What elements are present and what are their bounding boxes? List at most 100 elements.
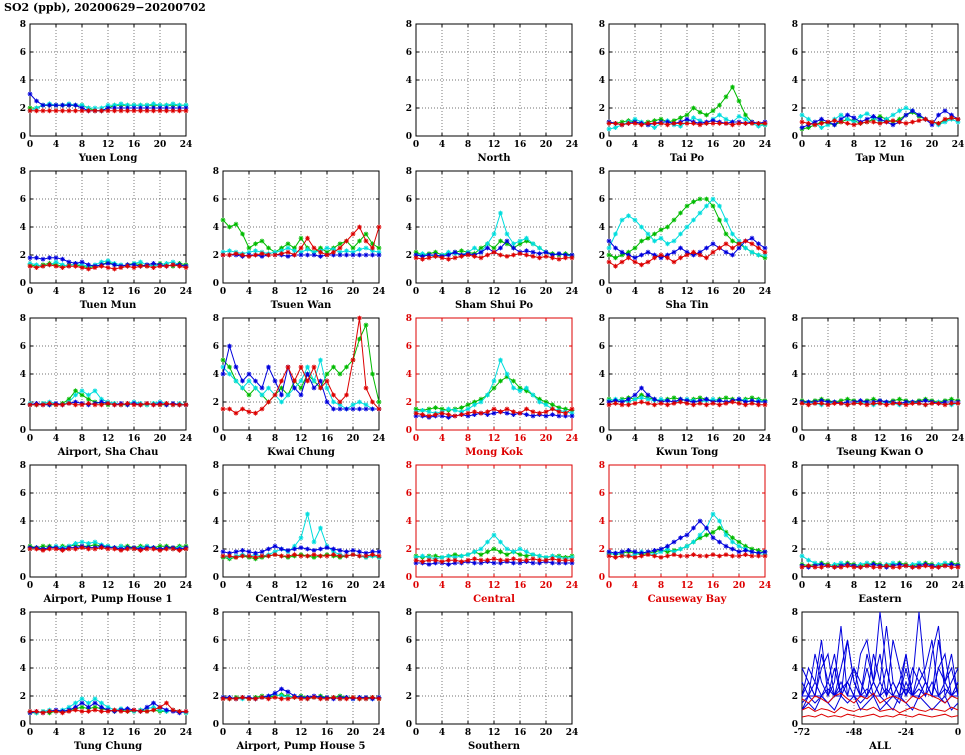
x-tick-label: 0 (799, 140, 805, 150)
y-tick-label: 4 (406, 517, 412, 527)
tick-labels: -72 -48 -24 0 0 2 4 6 8 (792, 608, 961, 738)
y-tick-label: 0 (792, 573, 798, 583)
y-tick-label: 6 (406, 48, 412, 58)
x-tick-label: 4 (439, 434, 445, 444)
y-tick-label: 2 (406, 545, 412, 555)
plot-central: 0 4 8 12 16 20 24 0 2 4 6 8 Central (386, 459, 579, 606)
y-tick-label: 0 (406, 132, 412, 142)
y-tick-label: 0 (20, 279, 26, 289)
x-tick-label: 0 (413, 434, 419, 444)
y-tick-label: 2 (792, 104, 798, 114)
x-tick-label: 24 (180, 140, 193, 150)
y-tick-label: 2 (406, 398, 412, 408)
x-tick-label: 0 (413, 728, 419, 738)
y-tick-label: 6 (599, 195, 605, 205)
y-tick-label: 0 (20, 720, 26, 730)
y-tick-label: 4 (599, 76, 605, 86)
y-tick-label: 2 (792, 545, 798, 555)
y-tick-label: 4 (792, 76, 798, 86)
x-tick-label: 12 (874, 140, 887, 150)
series-line-blue (801, 625, 959, 711)
plot-label-tai-po: Tai Po (670, 153, 704, 164)
x-tick-label: 24 (373, 434, 386, 444)
x-tick-label: 24 (566, 728, 579, 738)
x-tick-label: 20 (154, 140, 167, 150)
x-tick-label: 16 (707, 287, 720, 297)
y-tick-label: 2 (406, 251, 412, 261)
y-tick-label: 8 (20, 20, 26, 30)
plot-tung-chung: 0 4 8 12 16 20 24 0 2 4 6 8 Tung Chung (0, 606, 193, 753)
grid (416, 171, 572, 283)
x-tick-label: 24 (373, 728, 386, 738)
y-tick-label: 6 (20, 489, 26, 499)
x-tick-label: 16 (514, 728, 527, 738)
y-tick-label: 4 (406, 223, 412, 233)
x-tick-label: 24 (759, 140, 772, 150)
x-tick-label: 20 (926, 434, 939, 444)
series-markers-blue (220, 343, 382, 412)
y-tick-label: 6 (213, 195, 219, 205)
y-tick-label: 8 (599, 20, 605, 30)
x-tick-label: 0 (27, 728, 33, 738)
x-tick-label: 16 (707, 581, 720, 591)
y-tick-label: 2 (599, 251, 605, 261)
grid (609, 465, 765, 577)
x-tick-label: -24 (898, 728, 914, 738)
x-tick-label: 4 (53, 140, 59, 150)
x-tick-label: 20 (926, 581, 939, 591)
plot-label-tap-mun: Tap Mun (855, 153, 905, 164)
y-tick-label: 4 (792, 664, 798, 674)
x-tick-label: 8 (272, 581, 278, 591)
x-tick-label: 16 (900, 140, 913, 150)
series-line-red (801, 692, 959, 704)
x-tick-label: 0 (413, 581, 419, 591)
figure-title: SO2 (ppb), 20200629−20200702 (4, 1, 206, 14)
grid (802, 318, 958, 430)
x-tick-label: 4 (53, 728, 59, 738)
x-tick-label: 20 (154, 287, 167, 297)
x-tick-label: 8 (79, 728, 85, 738)
y-tick-label: 0 (406, 426, 412, 436)
x-tick-label: 0 (799, 434, 805, 444)
plot-label-sha-tin: Sha Tin (666, 300, 710, 311)
x-tick-label: 8 (658, 434, 664, 444)
x-tick-label: 0 (27, 434, 33, 444)
y-tick-label: 8 (213, 461, 219, 471)
x-tick-label: -48 (846, 728, 862, 738)
plot-label-causeway-bay: Causeway Bay (648, 594, 728, 605)
y-tick-label: 2 (213, 398, 219, 408)
x-tick-label: 4 (246, 434, 252, 444)
y-tick-label: 0 (406, 573, 412, 583)
x-tick-label: 24 (952, 140, 965, 150)
x-tick-label: 12 (488, 434, 501, 444)
y-tick-label: 0 (792, 132, 798, 142)
y-tick-label: 0 (20, 426, 26, 436)
x-tick-label: 24 (566, 581, 579, 591)
x-tick-label: 12 (681, 434, 694, 444)
series-markers-red (413, 406, 575, 419)
grid (223, 612, 379, 724)
series-markers-red (27, 700, 189, 716)
x-tick-label: 16 (707, 434, 720, 444)
series-markers-red (413, 249, 575, 262)
series-markers-blue (606, 235, 768, 261)
ticks (801, 611, 959, 725)
x-tick-label: 12 (295, 434, 308, 444)
x-tick-label: 16 (514, 287, 527, 297)
series-markers-cyan (606, 196, 768, 258)
x-tick-label: 4 (53, 287, 59, 297)
x-tick-label: 0 (606, 434, 612, 444)
x-tick-label: 24 (373, 581, 386, 591)
series-markers-red (220, 315, 382, 416)
y-tick-label: 4 (20, 76, 26, 86)
